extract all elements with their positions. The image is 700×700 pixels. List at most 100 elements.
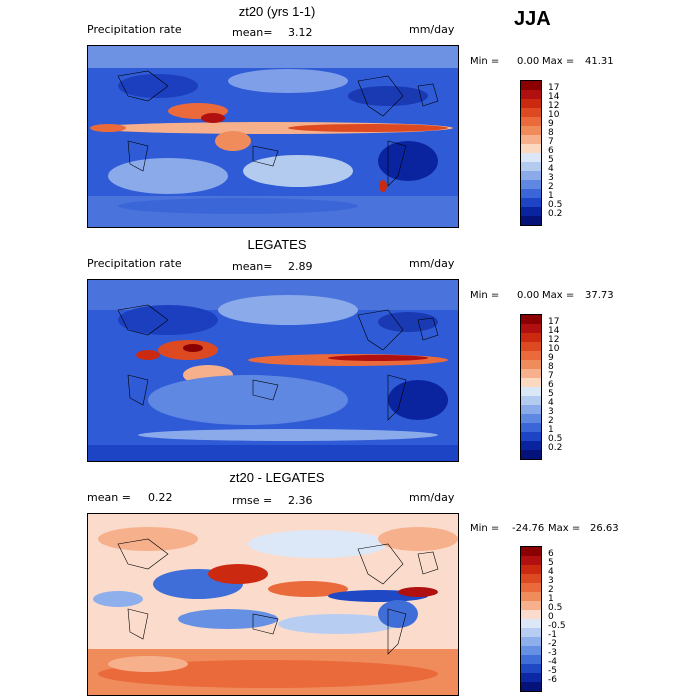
colorbar-tick-label: 7 [548, 371, 554, 381]
colorbar-swatch [521, 583, 541, 592]
colorbar-tick-label: -3 [548, 648, 557, 658]
colorbar-swatch [521, 333, 541, 342]
colorbar-tick-label: 4 [548, 567, 554, 577]
colorbar-swatch [521, 153, 541, 162]
colorbar-tick-label: 2 [548, 182, 554, 192]
colorbar-swatch [521, 315, 541, 324]
colorbar-swatch [521, 423, 541, 432]
panel-2-min-label: Min = [470, 290, 500, 301]
colorbar-tick-label: 0.5 [548, 603, 563, 613]
colorbar-tick-label: 2 [548, 416, 554, 426]
colorbar-swatch [521, 547, 541, 556]
colorbar-swatch [521, 90, 541, 99]
colorbar-tick-label: 3 [548, 173, 554, 183]
colorbar-swatch [521, 351, 541, 360]
colorbar-tick-label: -2 [548, 639, 557, 649]
colorbar-swatch [521, 396, 541, 405]
panel-3-min-value: -24.76 [512, 523, 545, 534]
colorbar-swatch [521, 682, 541, 691]
colorbar-swatch [521, 369, 541, 378]
panel-3-mean-label: mean = [87, 491, 131, 504]
panel-1-max-value: 41.31 [585, 56, 614, 67]
colorbar-swatch [521, 646, 541, 655]
colorbar-swatch [521, 432, 541, 441]
panel-2-colorbar-labels: 17 14 12 10 9 8 7 6 5 4 3 2 1 0.5 0.2 [548, 314, 588, 458]
colorbar-swatch [521, 108, 541, 117]
colorbar-swatch [521, 198, 541, 207]
colorbar-tick-label: 0.5 [548, 200, 563, 210]
colorbar-swatch [521, 360, 541, 369]
colorbar-tick-label: 1 [548, 425, 554, 435]
colorbar-tick-label: 7 [548, 137, 554, 147]
panel-1-variable-label: Precipitation rate [87, 23, 182, 36]
colorbar-tick-label: 8 [548, 362, 554, 372]
panel-3-min-label: Min = [470, 523, 500, 534]
panel-2-colorbar [520, 314, 542, 460]
colorbar-swatch [521, 441, 541, 450]
panel-2-mean-label: mean= [232, 260, 273, 273]
panel-2-variable-label: Precipitation rate [87, 257, 182, 270]
colorbar-tick-label: -1 [548, 630, 557, 640]
panel-3-max-label: Max = [548, 523, 581, 534]
colorbar-tick-label: -0.5 [548, 621, 566, 631]
panel-3-max-value: 26.63 [590, 523, 619, 534]
colorbar-swatch [521, 574, 541, 583]
colorbar-tick-label: 6 [548, 380, 554, 390]
colorbar-tick-label: 1 [548, 594, 554, 604]
panel-1-max-label: Max = [542, 56, 575, 67]
panel-3-colorbar [520, 546, 542, 692]
panel-1-colorbar [520, 80, 542, 226]
colorbar-tick-label: 12 [548, 335, 560, 345]
colorbar-swatch [521, 81, 541, 90]
colorbar-tick-label: -5 [548, 666, 557, 676]
colorbar-tick-label: 12 [548, 101, 560, 111]
colorbar-swatch [521, 565, 541, 574]
colorbar-tick-label: 5 [548, 558, 554, 568]
panel-1-colorbar-labels: 17 14 12 10 9 8 7 6 5 4 3 2 1 0.5 0.2 [548, 80, 588, 224]
panel-3-map [87, 513, 459, 696]
panel-1-units: mm/day [409, 23, 455, 36]
colorbar-swatch [521, 610, 541, 619]
colorbar-swatch [521, 207, 541, 216]
panel-1-mean-value: 3.12 [288, 26, 313, 39]
colorbar-swatch [521, 450, 541, 459]
colorbar-swatch [521, 189, 541, 198]
colorbar-tick-label: 6 [548, 146, 554, 156]
panel-1-min-label: Min = [470, 56, 500, 67]
panel-2-max-value: 37.73 [585, 290, 614, 301]
colorbar-swatch [521, 673, 541, 682]
colorbar-tick-label: 5 [548, 389, 554, 399]
panel-2-mean-value: 2.89 [288, 260, 313, 273]
colorbar-tick-label: 2 [548, 585, 554, 595]
colorbar-swatch [521, 324, 541, 333]
panel-2-title: LEGATES [247, 237, 307, 252]
colorbar-tick-label: 10 [548, 110, 560, 120]
colorbar-tick-label: 5 [548, 155, 554, 165]
colorbar-swatch [521, 117, 541, 126]
panel-2-units: mm/day [409, 257, 455, 270]
colorbar-tick-label: 8 [548, 128, 554, 138]
colorbar-tick-label: 17 [548, 317, 560, 327]
colorbar-swatch [521, 556, 541, 565]
colorbar-tick-label: 10 [548, 344, 560, 354]
colorbar-swatch [521, 342, 541, 351]
panel-3-mean-value: 0.22 [148, 491, 173, 504]
colorbar-tick-label: 0.2 [548, 443, 563, 453]
colorbar-tick-label: 4 [548, 398, 554, 408]
panel-1-min-value: 0.00 [517, 56, 540, 67]
panel-1-map-image [88, 46, 458, 227]
panel-3-map-image [88, 514, 458, 695]
panel-2-min-value: 0.00 [517, 290, 540, 301]
colorbar-swatch [521, 144, 541, 153]
colorbar-swatch [521, 135, 541, 144]
colorbar-swatch [521, 592, 541, 601]
colorbar-swatch [521, 619, 541, 628]
colorbar-tick-label: 0.5 [548, 434, 563, 444]
panel-1-map [87, 45, 459, 228]
panel-2-map [87, 279, 459, 462]
colorbar-tick-label: 6 [548, 549, 554, 559]
season-label: JJA [514, 8, 551, 30]
panel-3-rmse-value: 2.36 [288, 494, 313, 507]
colorbar-tick-label: 0.2 [548, 209, 563, 219]
colorbar-swatch [521, 601, 541, 610]
